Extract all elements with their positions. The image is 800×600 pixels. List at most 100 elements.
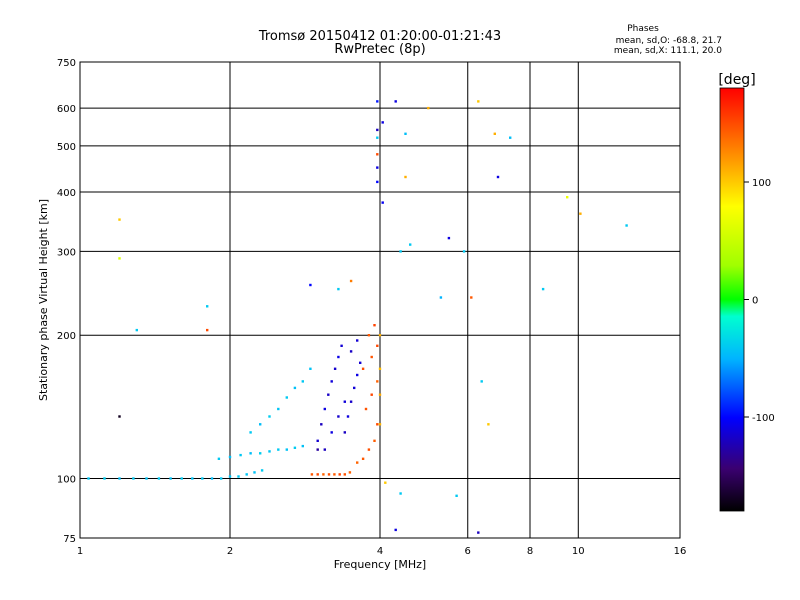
data-point <box>376 344 379 347</box>
data-point <box>118 415 121 418</box>
colorbar-ticks: 100 0 -100 <box>744 178 775 424</box>
y-axis-label: Stationary phase Virtual Height [km] <box>37 199 50 401</box>
grid-lines <box>80 62 680 538</box>
data-point <box>447 236 451 240</box>
data-point <box>157 477 161 480</box>
data-point <box>309 367 312 370</box>
data-point <box>373 439 376 442</box>
data-point <box>427 106 430 110</box>
data-point <box>349 400 353 403</box>
data-point <box>376 136 379 139</box>
data-point <box>509 136 512 139</box>
data-point <box>337 355 340 359</box>
data-point <box>239 453 242 457</box>
data-points <box>87 100 628 534</box>
data-point <box>220 477 223 480</box>
data-point <box>249 431 252 434</box>
data-point <box>228 475 232 478</box>
data-point <box>394 528 397 532</box>
data-point <box>399 492 402 495</box>
data-point <box>277 448 280 451</box>
data-point <box>477 100 480 103</box>
y-tick-label: 100 <box>57 475 76 486</box>
data-point <box>394 100 397 103</box>
data-point <box>210 477 214 480</box>
chart-subtitle: RwPretec (8p) <box>334 42 425 57</box>
data-point <box>356 373 359 377</box>
y-tick-label: 500 <box>57 142 76 153</box>
data-point <box>103 477 106 480</box>
data-point <box>268 415 271 418</box>
data-point <box>373 324 376 327</box>
data-point <box>323 448 326 451</box>
x-tick-label: 2 <box>227 546 233 557</box>
data-point <box>169 477 172 480</box>
data-point <box>228 455 232 459</box>
data-point <box>356 339 359 342</box>
data-point <box>118 218 121 221</box>
data-point <box>245 473 248 476</box>
data-point <box>439 296 443 299</box>
data-point <box>259 423 262 426</box>
data-point <box>367 334 371 337</box>
data-point <box>404 175 407 179</box>
data-point <box>201 477 204 480</box>
data-point <box>301 380 304 383</box>
data-point <box>625 224 628 227</box>
data-point <box>376 100 379 103</box>
y-tick-label: 200 <box>57 331 76 342</box>
data-point <box>285 396 288 399</box>
data-point <box>249 452 252 455</box>
data-point <box>293 446 297 449</box>
data-point <box>277 407 280 411</box>
data-point <box>135 328 138 332</box>
data-point <box>376 153 379 156</box>
data-point <box>370 393 373 396</box>
data-point <box>384 481 387 484</box>
data-point <box>356 461 359 464</box>
phase-stats-o: mean, sd,O: -68.8, 21.7 <box>616 36 722 46</box>
data-point <box>316 448 319 451</box>
data-point <box>259 452 262 455</box>
chart-title: Tromsø 20150412 01:20:00-01:21:43 <box>258 29 501 44</box>
data-point <box>376 180 379 184</box>
data-point <box>579 212 582 215</box>
plot-frame <box>79 61 681 539</box>
data-point <box>316 439 319 442</box>
data-point <box>462 250 466 253</box>
data-point <box>376 166 379 169</box>
data-point <box>399 250 402 253</box>
data-point <box>480 380 483 383</box>
data-point <box>320 423 323 426</box>
x-tick-label: 4 <box>377 546 383 557</box>
data-point <box>337 287 340 291</box>
data-point <box>293 386 297 390</box>
data-point <box>333 473 336 476</box>
data-point <box>496 175 500 179</box>
data-point <box>455 494 458 497</box>
data-point <box>361 367 365 370</box>
data-point <box>253 471 256 474</box>
data-point <box>206 328 209 332</box>
axis-ticks: 1 2 4 6 8 10 16 75 100 200 300 400 500 600 750 <box>57 58 686 557</box>
colorbar-tick-label: 100 <box>752 178 771 189</box>
data-point <box>145 477 148 480</box>
data-point <box>381 121 384 124</box>
y-tick-label: 750 <box>57 58 76 69</box>
data-point <box>237 475 240 478</box>
data-point <box>180 477 183 480</box>
data-point <box>260 469 264 472</box>
colorbar-unit-label: [deg] <box>718 72 755 88</box>
data-point <box>404 132 407 135</box>
data-point <box>376 380 379 383</box>
data-point <box>309 283 312 287</box>
data-point <box>364 407 368 411</box>
y-tick-label: 300 <box>57 247 76 258</box>
y-tick-label: 75 <box>63 534 76 545</box>
data-point <box>87 477 90 480</box>
data-point <box>378 423 382 426</box>
phase-stats-x: mean, sd,X: 111.1, 20.0 <box>614 46 722 56</box>
colorbar-tick-label: 0 <box>752 296 758 307</box>
y-tick-label: 600 <box>57 104 76 115</box>
